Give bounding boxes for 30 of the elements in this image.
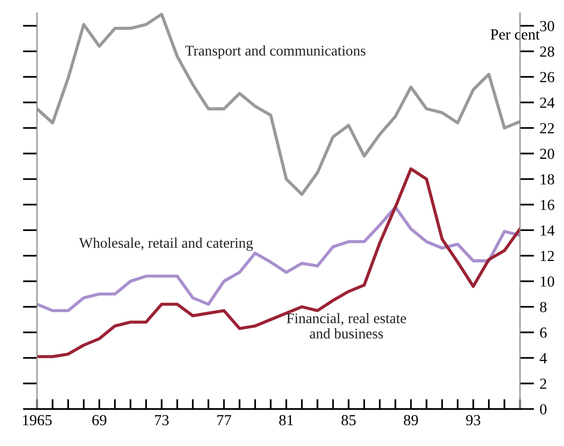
y-axis-title: Per cent — [490, 29, 540, 40]
series-label: Wholesale, retail and catering — [79, 238, 253, 251]
x-tick-label: 73 — [155, 415, 169, 426]
line-series — [37, 167, 520, 358]
y-tick-label: 28 — [540, 46, 554, 57]
y-tick-label: 6 — [540, 328, 547, 338]
y-tick-label: 4 — [540, 353, 547, 364]
y-tick-label: 16 — [540, 200, 554, 210]
y-tick-label: 30 — [540, 20, 554, 32]
y-tick-label: 2 — [540, 378, 546, 389]
y-tick-label: 14 — [540, 225, 554, 236]
y-tick-label: 24 — [540, 98, 554, 108]
y-tick-label: 22 — [540, 123, 554, 134]
y-tick-label: 0 — [540, 404, 546, 414]
y-tick-label: 12 — [540, 250, 554, 262]
x-tick-label: 93 — [466, 415, 480, 426]
series-label: Transport and communications — [185, 45, 366, 59]
series-label: Financial, real estate and business — [286, 313, 406, 339]
y-tick-label: 10 — [540, 276, 554, 287]
x-tick-label: 81 — [279, 414, 294, 426]
x-tick-label: 1965 — [23, 415, 52, 426]
y-tick-label: 8 — [540, 302, 546, 312]
y-tick-label: 26 — [540, 72, 554, 82]
x-tick-label: 89 — [404, 414, 418, 426]
line-series — [37, 206, 520, 312]
x-tick-label: 69 — [92, 415, 106, 426]
x-tick-label: 77 — [217, 415, 232, 426]
y-tick-label: 20 — [540, 148, 554, 159]
y-tick-label: 18 — [540, 174, 554, 185]
x-tick-label: 85 — [342, 414, 356, 426]
